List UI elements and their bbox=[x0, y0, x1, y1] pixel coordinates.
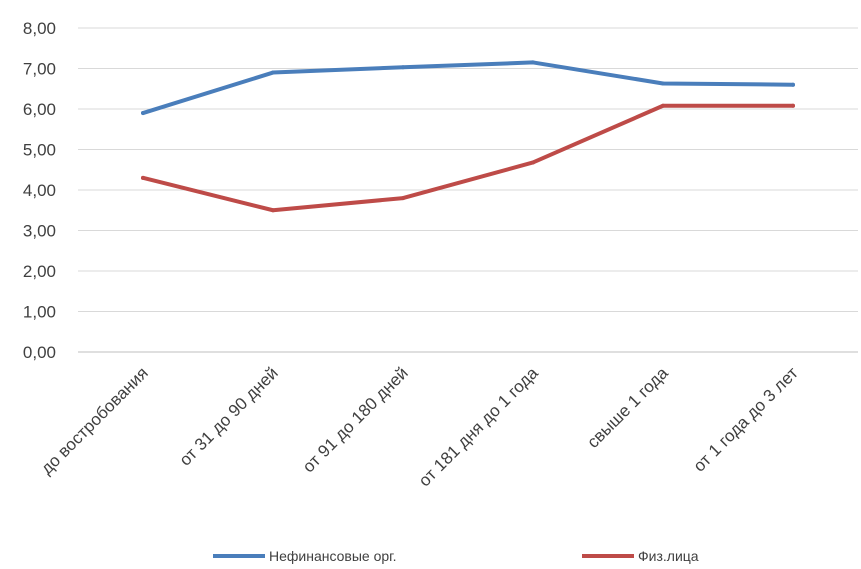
y-tick-label: 6,00 bbox=[23, 100, 56, 119]
series-lines bbox=[141, 60, 795, 213]
data-point bbox=[661, 81, 665, 86]
series-line-0 bbox=[141, 60, 795, 116]
data-point bbox=[271, 208, 275, 213]
y-tick-label: 5,00 bbox=[23, 141, 56, 160]
gridlines bbox=[78, 27, 858, 353]
series-line-1 bbox=[141, 103, 795, 213]
data-point bbox=[791, 103, 795, 108]
legend-label: Нефинансовые орг. bbox=[269, 548, 396, 564]
x-tick-label: от 1 года до 3 лет bbox=[690, 363, 802, 475]
y-tick-label: 2,00 bbox=[23, 262, 56, 281]
y-tick-label: 4,00 bbox=[23, 181, 56, 200]
data-point bbox=[141, 175, 145, 180]
x-tick-label: от 31 до 90 дней bbox=[176, 363, 282, 469]
y-axis-ticks: 0,00 1,00 2,00 3,00 4,00 5,00 6,00 7,00 8,00 bbox=[23, 19, 56, 362]
data-point bbox=[791, 82, 795, 87]
legend: Нефинансовые орг. Физ.лица bbox=[213, 548, 699, 564]
legend-label: Физ.лица bbox=[638, 548, 699, 564]
data-point bbox=[401, 65, 405, 70]
x-axis-labels: до востробования от 31 до 90 дней от 91 до… bbox=[37, 363, 802, 490]
x-tick-label: свыше 1 года bbox=[583, 363, 672, 452]
data-point bbox=[531, 60, 535, 65]
data-point bbox=[531, 160, 535, 165]
x-tick-label: от 181 дня до 1 года bbox=[415, 363, 542, 490]
y-tick-label: 1,00 bbox=[23, 303, 56, 322]
x-tick-label: до востробования bbox=[37, 363, 152, 478]
x-tick-label: от 91 до 180 дней bbox=[299, 363, 412, 476]
data-point bbox=[661, 103, 665, 108]
y-tick-label: 3,00 bbox=[23, 222, 56, 241]
y-tick-label: 0,00 bbox=[23, 343, 56, 362]
data-point bbox=[141, 111, 145, 116]
data-point bbox=[271, 70, 275, 75]
y-tick-label: 8,00 bbox=[23, 19, 56, 38]
y-tick-label: 7,00 bbox=[23, 60, 56, 79]
data-point bbox=[401, 196, 405, 201]
